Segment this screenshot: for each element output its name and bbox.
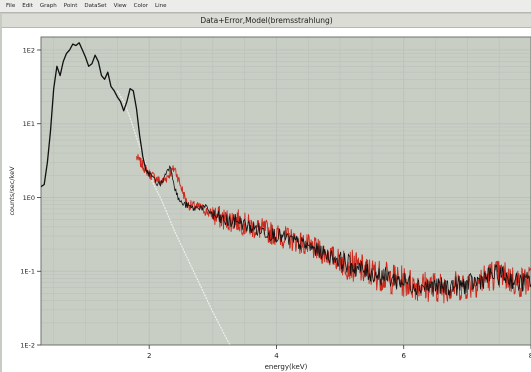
window-titlebar[interactable]: Data+Error,Model(bremsstrahlung) [2,14,531,28]
menu-bar: File Edit Graph Point DataSet View Color… [0,0,531,13]
x-tick-label: 2 [147,352,151,360]
menu-view[interactable]: View [113,3,127,9]
extrapolation-line [116,90,231,345]
plot-area [41,37,531,345]
plot-frame [40,36,531,346]
x-tick-label: 6 [401,352,406,360]
y-tick-label: 1E-1 [20,268,35,276]
menu-edit[interactable]: Edit [22,3,33,9]
spectrum-chart[interactable]: 2 4 6 8 1E-2 1E-1 1E0 1E1 1E2 energy(keV) counts/s… [2,14,531,372]
model-line-tail [145,165,531,297]
x-tick-label: 8 [529,352,531,360]
menu-dataset[interactable]: DataSet [84,3,107,9]
y-tick-label: 1E0 [23,194,35,202]
plot-window: Data+Error,Model(bremsstrahlung) 2 4 6 8 1E-… [2,14,531,372]
menu-point[interactable]: Point [63,3,78,9]
menu-file[interactable]: File [6,3,16,9]
window-title: Data+Error,Model(bremsstrahlung) [200,16,333,25]
y-tick-label: 1E2 [23,46,35,54]
menu-graph[interactable]: Graph [39,3,57,9]
menu-color[interactable]: Color [133,3,149,9]
menu-line[interactable]: Line [155,3,167,9]
y-tick-label: 1E-2 [20,342,35,350]
series-group [41,42,531,345]
x-tick-label: 4 [274,352,279,360]
model-line-peak [41,42,150,188]
y-tick-label: 1E1 [23,120,35,128]
y-axis-label: counts/sec/keV [8,166,16,216]
x-axis-label: energy(keV) [265,363,308,371]
